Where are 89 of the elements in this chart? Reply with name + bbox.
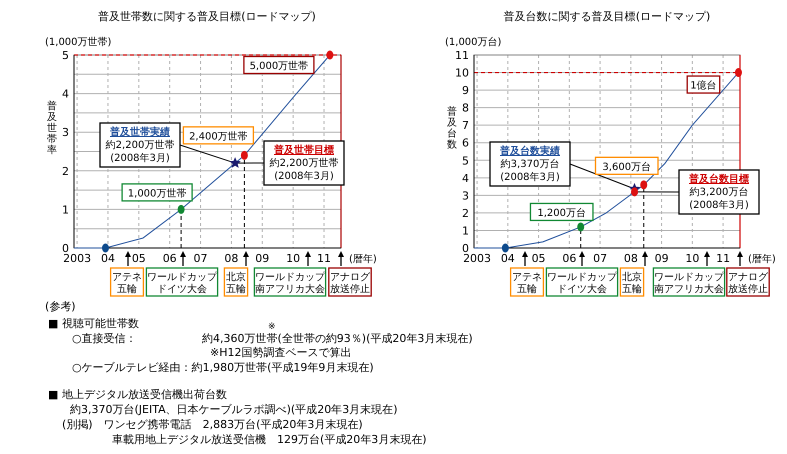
text: アナログ放送停止 <box>728 272 769 295</box>
annotation: 普及台数目標 <box>688 173 749 185</box>
point <box>640 180 648 190</box>
text: アテネ五輪 <box>512 272 542 295</box>
text: ※ <box>268 322 276 332</box>
x-axis-title: (暦年) <box>349 253 377 265</box>
y-tick-label: 4 <box>462 172 469 185</box>
x-tick-label: 06 <box>562 252 576 265</box>
y-tick-label: 8 <box>462 102 469 115</box>
x-tick-label: 05 <box>532 252 546 265</box>
annotation: 5,000万世帯 <box>250 60 308 72</box>
y-tick-label: 3 <box>462 189 469 202</box>
text: ※H12国勢調査ベースで算出 <box>210 346 352 359</box>
annotation: 約2,200万世帯 <box>270 157 338 169</box>
x-tick-label: 08 <box>624 252 638 265</box>
y-tick-label: 2 <box>462 206 469 220</box>
annotation: 2,400万世帯 <box>189 130 248 142</box>
x-tick-label: 08 <box>224 252 238 265</box>
y-tick-label: 11 <box>455 49 469 62</box>
x-tick-label: 05 <box>132 252 146 265</box>
x-tick-label: 04 <box>500 252 515 265</box>
text: (1,000万世帯) <box>45 36 112 48</box>
text: ■ 視聴可能世帯数 <box>48 317 139 330</box>
annotation: 3,600万台 <box>602 160 652 173</box>
y-tick-label: 9 <box>462 84 469 98</box>
y-tick-label: 4 <box>62 88 69 101</box>
x-axis-title: (暦年) <box>748 253 776 265</box>
annotation: 約3,200万台 <box>690 186 748 198</box>
text: 北京五輪 <box>226 271 246 295</box>
y-tick-label: 5 <box>462 154 469 168</box>
text: 車載用地上デジタル放送受信機 129万台(平成20年3月末現在) <box>112 433 427 446</box>
point <box>102 244 109 252</box>
point <box>229 157 241 168</box>
annotation: 1,200万台 <box>537 206 586 219</box>
annotation: 普及世帯実績 <box>109 126 170 138</box>
text: アテネ五輪 <box>112 272 142 295</box>
y-tick-label: 0 <box>62 242 69 255</box>
annotation: (2008年3月) <box>689 199 749 211</box>
text: 北京五輪 <box>622 271 642 295</box>
x-tick-label: 09 <box>654 252 669 265</box>
text: アナログ放送停止 <box>330 272 371 295</box>
x-tick-label: 11 <box>716 252 730 265</box>
y-axis-title: 普及世帯率 <box>47 100 57 156</box>
text: (別掲) ワンセグ携帯電話 2,883万台(平成20年3月末現在) <box>62 418 363 431</box>
text: 約3,370万台(JEITA、日本ケーブルラボ調べ)(平成20年3月末現在) <box>70 403 398 416</box>
y-tick-label: 10 <box>455 66 469 80</box>
y-tick-label: 7 <box>462 119 469 132</box>
y-tick-label: 3 <box>62 126 69 140</box>
annotation: 1,000万世帯 <box>128 187 186 200</box>
point <box>502 244 509 252</box>
y-tick-label: 2 <box>62 164 69 178</box>
x-tick-label: 11 <box>317 252 332 265</box>
annotation: 約3,370万台 <box>500 158 560 170</box>
text: (1,000万台) <box>445 36 502 48</box>
y-axis-title: 普及台数 <box>447 106 457 150</box>
annotation: (2008年3月) <box>110 152 170 164</box>
y-tick-label: 6 <box>462 136 469 150</box>
y-tick-label: 1 <box>62 203 69 216</box>
y-tick-label: 0 <box>462 242 469 255</box>
point <box>577 222 584 232</box>
x-tick-label: 10 <box>286 252 300 265</box>
text: 約4,360万世帯(全世帯の約93％)(平成20年3月末現在) <box>202 332 473 345</box>
x-tick-label: 10 <box>685 252 700 265</box>
x-tick-label: 06 <box>162 252 177 265</box>
x-tick-label: 07 <box>194 252 208 265</box>
text: ○直接受信： <box>72 332 137 345</box>
annotation: 約2,200万世帯 <box>106 139 174 151</box>
text: ○ケーブルテレビ経由：約1,980万世帯(平成19年9月末現在) <box>72 361 374 374</box>
x-tick-label: 07 <box>593 252 608 265</box>
chart-title: 普及台数に関する普及目標(ロードマップ) <box>504 10 710 23</box>
x-tick-label: 2003 <box>463 252 492 265</box>
annotation: (2008年3月) <box>274 170 334 182</box>
point <box>240 150 248 160</box>
point <box>326 50 334 60</box>
annotation: 普及台数実績 <box>499 145 560 157</box>
chart-title: 普及世帯数に関する普及目標(ロードマップ) <box>98 10 316 23</box>
point <box>734 68 742 78</box>
x-tick-label: 09 <box>255 252 270 265</box>
text: ■ 地上デジタル放送受信機出荷台数 <box>48 388 227 401</box>
y-tick-label: 5 <box>62 49 69 62</box>
text: (参考) <box>45 300 76 313</box>
x-tick-label: 04 <box>100 252 115 265</box>
y-tick-label: 1 <box>462 224 469 238</box>
annotation: 普及世帯目標 <box>273 144 334 156</box>
point <box>178 204 185 214</box>
x-tick-label: 2003 <box>63 252 92 265</box>
annotation: 1億台 <box>690 80 717 92</box>
point <box>631 187 638 196</box>
annotation: (2008年3月) <box>500 171 560 183</box>
